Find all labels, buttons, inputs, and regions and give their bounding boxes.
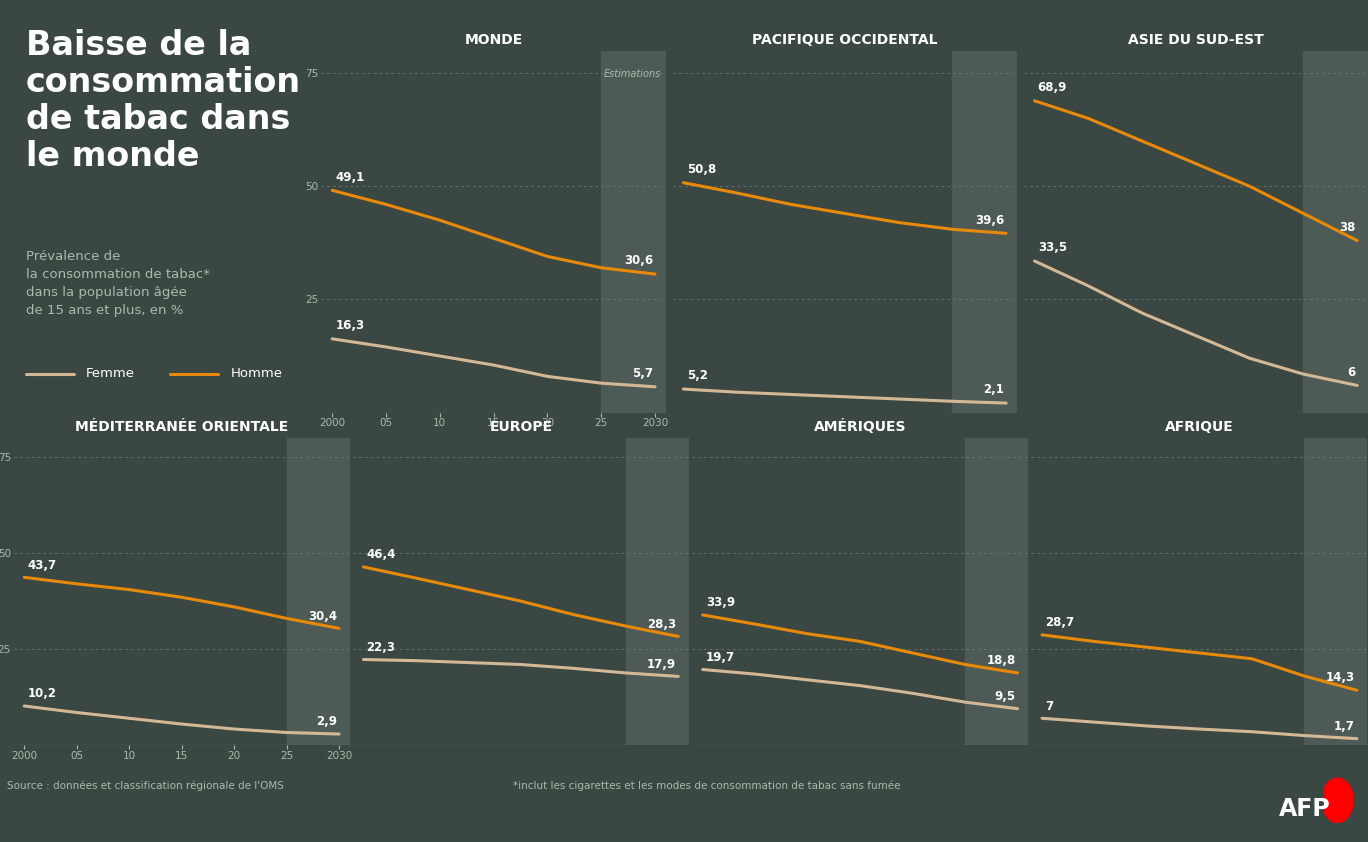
Text: 7: 7	[1045, 700, 1053, 712]
Text: 30,6: 30,6	[624, 254, 653, 267]
Title: AMÉRIQUES: AMÉRIQUES	[814, 419, 907, 434]
Text: 2,1: 2,1	[984, 383, 1004, 397]
Text: Estimations: Estimations	[603, 69, 661, 78]
Text: Source : données et classification régionale de l'OMS: Source : données et classification régio…	[7, 781, 283, 791]
Text: 17,9: 17,9	[647, 658, 676, 670]
Bar	[952, 51, 1027, 413]
Text: 2,9: 2,9	[316, 715, 337, 728]
Text: 33,9: 33,9	[706, 596, 735, 609]
Bar	[1304, 51, 1368, 413]
Text: 18,8: 18,8	[986, 654, 1015, 667]
Text: 5,7: 5,7	[632, 367, 653, 380]
Title: PACIFIQUE OCCIDENTAL: PACIFIQUE OCCIDENTAL	[752, 33, 937, 46]
Text: 49,1: 49,1	[335, 171, 365, 184]
Text: AFP: AFP	[1279, 797, 1331, 821]
Text: 28,7: 28,7	[1045, 616, 1074, 629]
Title: ASIE DU SUD-EST: ASIE DU SUD-EST	[1129, 33, 1264, 46]
Bar	[601, 51, 677, 413]
Text: 10,2: 10,2	[27, 687, 56, 701]
Title: AFRIQUE: AFRIQUE	[1166, 420, 1234, 434]
Bar	[286, 438, 360, 745]
Text: 68,9: 68,9	[1038, 81, 1067, 94]
Text: *inclut les cigarettes et les modes de consommation de tabac sans fumée: *inclut les cigarettes et les modes de c…	[513, 781, 900, 791]
Text: 14,3: 14,3	[1326, 671, 1354, 685]
Title: MÉDITERRANÉE ORIENTALE: MÉDITERRANÉE ORIENTALE	[75, 420, 289, 434]
Text: 46,4: 46,4	[367, 548, 395, 561]
Bar	[625, 438, 699, 745]
Text: Prévalence de
la consommation de tabac*
dans la population âgée
de 15 ans et plu: Prévalence de la consommation de tabac* …	[26, 250, 209, 317]
Title: EUROPE: EUROPE	[490, 420, 553, 434]
Text: 39,6: 39,6	[975, 214, 1004, 226]
Text: 50,8: 50,8	[687, 163, 715, 176]
Text: 30,4: 30,4	[308, 610, 337, 622]
Text: 43,7: 43,7	[27, 558, 56, 572]
Text: 19,7: 19,7	[706, 651, 735, 663]
Text: Baisse de la
consommation
de tabac dans
le monde: Baisse de la consommation de tabac dans …	[26, 29, 301, 173]
Text: 6: 6	[1347, 365, 1356, 379]
Text: 5,2: 5,2	[687, 370, 707, 382]
Text: Femme: Femme	[86, 367, 135, 381]
Text: Homme: Homme	[230, 367, 282, 381]
Text: 9,5: 9,5	[995, 690, 1015, 703]
Bar	[964, 438, 1038, 745]
Text: 33,5: 33,5	[1038, 241, 1067, 254]
Text: 28,3: 28,3	[647, 618, 676, 631]
Title: MONDE: MONDE	[465, 33, 523, 46]
Text: 16,3: 16,3	[335, 319, 365, 332]
Text: 38: 38	[1339, 221, 1356, 234]
Bar	[1304, 438, 1368, 745]
Circle shape	[1321, 778, 1353, 823]
Text: 22,3: 22,3	[367, 641, 395, 653]
Text: 1,7: 1,7	[1334, 720, 1354, 733]
